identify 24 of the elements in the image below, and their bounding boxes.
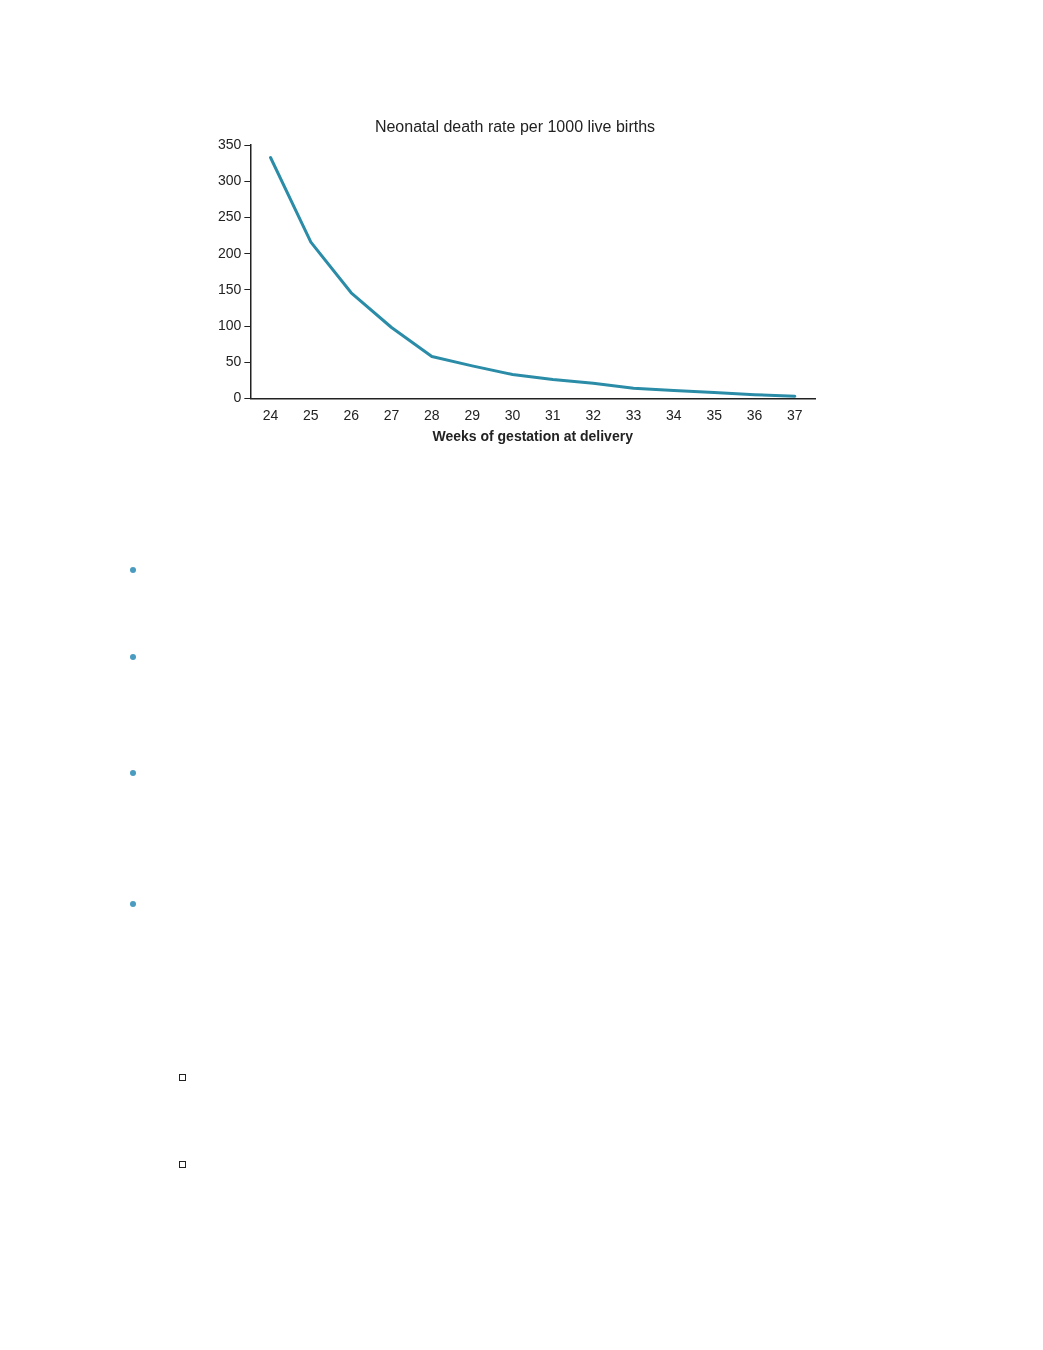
x-tick-label: 33	[625, 406, 642, 423]
y-tick-label: 250	[218, 208, 242, 225]
y-tick-label: 0	[233, 389, 242, 406]
x-tick-label: 26	[343, 406, 360, 423]
x-tick-label: 35	[706, 406, 723, 423]
y-tick-label: 100	[218, 316, 242, 333]
y-tick-label: 350	[218, 136, 242, 153]
y-tick-label: 50	[225, 353, 242, 370]
x-tick-label: 31	[545, 406, 561, 423]
x-tick-label: 25	[303, 406, 319, 423]
chart-title: Neonatal death rate per 1000 live births	[374, 118, 656, 136]
y-tick-label: 200	[218, 244, 242, 261]
x-tick-label: 30	[504, 406, 521, 423]
x-tick-label: 29	[464, 406, 481, 423]
x-tick-label: 24	[262, 406, 279, 423]
x-tick-label: 27	[383, 406, 400, 423]
x-tick-label: 28	[424, 406, 440, 423]
x-tick-label: 34	[666, 406, 682, 423]
x-axis-title: Weeks of gestation at delivery	[432, 428, 634, 445]
y-tick-label: 300	[218, 172, 242, 189]
x-tick-label: 32	[585, 406, 602, 423]
x-tick-label: 36	[746, 406, 763, 423]
y-tick-label: 150	[218, 280, 242, 297]
x-tick-label: 37	[787, 406, 803, 423]
